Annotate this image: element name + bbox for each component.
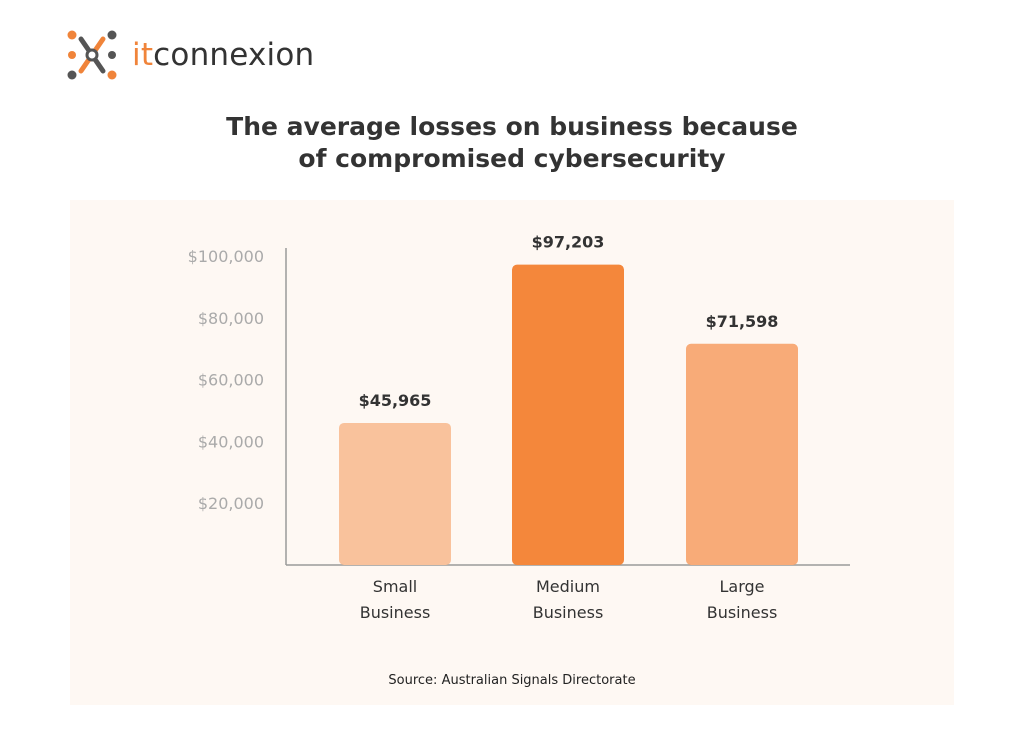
bar	[686, 343, 798, 565]
brand-prefix: it	[132, 37, 154, 73]
title-line-1: The average losses on business because	[226, 112, 798, 141]
brand-logo: itconnexion	[66, 28, 314, 82]
bar-value-label: $45,965	[359, 391, 432, 410]
x-tick-label: Business	[707, 603, 778, 622]
x-tick-label: Business	[533, 603, 604, 622]
bar-value-label: $97,203	[532, 233, 605, 252]
y-tick-label: $100,000	[188, 247, 264, 266]
chart-panel: $20,000 $40,000 $60,000 $80,000 $100,000 $45,…	[70, 200, 954, 705]
bar	[339, 422, 451, 565]
x-tick-label: Large	[719, 577, 764, 596]
x-tick-label: Small	[373, 577, 417, 596]
y-tick-label: $60,000	[198, 371, 264, 390]
y-tick-label: $20,000	[198, 494, 264, 513]
bar-chart: $20,000 $40,000 $60,000 $80,000 $100,000 $45,…	[188, 233, 850, 622]
network-nodes-icon	[67, 30, 117, 80]
y-tick-label: $80,000	[198, 309, 264, 328]
title-line-2: of compromised cybersecurity	[298, 144, 726, 173]
source-note: Source: Australian Signals Directorate	[388, 673, 636, 688]
bar-value-label: $71,598	[706, 312, 779, 331]
x-tick-label: Business	[360, 603, 431, 622]
brand-suffix: connexion	[153, 37, 315, 73]
brand-name: itconnexion	[132, 37, 314, 73]
x-tick-label: Medium	[536, 577, 600, 596]
y-tick-label: $40,000	[198, 432, 264, 451]
bar	[512, 264, 624, 565]
page-title: The average losses on business because o…	[0, 111, 1024, 175]
